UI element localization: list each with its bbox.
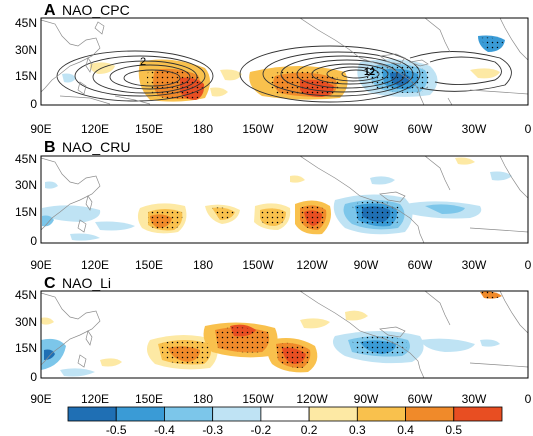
lon-label: 120E — [81, 122, 109, 136]
panel-c-letter: C — [44, 275, 56, 292]
colorbar-swatch — [67, 406, 117, 422]
lon-label: 180 — [193, 258, 213, 272]
lat-label: 15N — [15, 69, 37, 83]
panel-b-lon-labels: 90E 120E 150E 180 150W 120W 90W 60W 30W … — [30, 258, 531, 272]
colorbar-swatch — [115, 406, 165, 422]
colorbar-tick-label: -0.3 — [202, 423, 223, 436]
colorbar-tick-label: 0.5 — [445, 423, 462, 436]
panel-c-lat-labels: 45N 30N 15N 0 — [15, 288, 37, 384]
lon-label: 0 — [525, 122, 532, 136]
lat-label: 0 — [30, 370, 37, 384]
colorbar: -0.5 -0.4 -0.3 -0.2 0.2 0.3 0.4 0.5 — [67, 406, 503, 436]
lon-label: 90E — [30, 258, 51, 272]
colorbar-tick-label: -0.5 — [106, 423, 127, 436]
lon-label: 120W — [296, 392, 328, 406]
lon-label: 150W — [242, 392, 274, 406]
lat-label: 45N — [15, 152, 37, 166]
lon-label: 180 — [193, 392, 213, 406]
panel-c-coastlines — [41, 291, 528, 378]
lat-label: 15N — [15, 205, 37, 219]
panel-a: A NAO_CPC 2 12 45N 30N 15N 0 90E 120E 15… — [15, 2, 532, 136]
panel-c-lon-labels: 90E 120E 150E 180 150W 120W 90W 60W 30W … — [30, 392, 531, 406]
lon-label: 30W — [462, 392, 487, 406]
panel-b-title: NAO_CRU — [62, 139, 130, 155]
lon-label: 90W — [354, 392, 379, 406]
colorbar-swatch — [453, 406, 503, 422]
lat-label: 30N — [15, 178, 37, 192]
lat-label: 0 — [30, 234, 37, 248]
panel-a-lat-labels: 45N 30N 15N 0 — [15, 16, 37, 111]
colorbar-tick-label: -0.4 — [154, 423, 175, 436]
lat-label: 45N — [15, 16, 37, 30]
panel-b-stippling — [148, 201, 402, 231]
colorbar-swatch — [212, 406, 262, 422]
colorbar-swatch — [405, 406, 455, 422]
lon-label: 180 — [193, 122, 213, 136]
lon-label: 60W — [408, 392, 433, 406]
panel-c: C NAO_Li 45N 30N 15N 0 90E 120E 150E 180… — [15, 275, 532, 406]
lon-label: 120W — [296, 258, 328, 272]
lon-label: 150E — [135, 258, 163, 272]
panel-a-letter: A — [44, 2, 56, 19]
lon-label: 150E — [135, 392, 163, 406]
lon-label: 90E — [30, 122, 51, 136]
lon-label: 60W — [408, 258, 433, 272]
lat-label: 0 — [30, 97, 37, 111]
lon-label: 150E — [135, 122, 163, 136]
panel-b-lat-labels: 45N 30N 15N 0 — [15, 152, 37, 248]
lon-label: 120E — [81, 258, 109, 272]
colorbar-tick-label: 0.4 — [397, 423, 414, 436]
colorbar-swatch — [260, 406, 310, 422]
lon-label: 60W — [408, 122, 433, 136]
lon-label: 150W — [242, 122, 274, 136]
lon-label: 90W — [354, 122, 379, 136]
lon-label: 120E — [81, 392, 109, 406]
lat-label: 45N — [15, 288, 37, 302]
panel-c-title: NAO_Li — [62, 275, 111, 291]
lat-label: 30N — [15, 315, 37, 329]
contour-label-2: 2 — [140, 56, 146, 68]
colorbar-swatch — [164, 406, 214, 422]
lon-label: 30W — [462, 258, 487, 272]
lon-label: 30W — [462, 122, 487, 136]
lat-label: 15N — [15, 341, 37, 355]
lon-label: 0 — [525, 258, 532, 272]
lon-label: 150W — [242, 258, 274, 272]
lat-label: 30N — [15, 43, 37, 57]
lon-label: 90E — [30, 392, 51, 406]
colorbar-swatch — [308, 406, 358, 422]
panel-b-letter: B — [44, 139, 56, 156]
colorbar-tick-label: 0.3 — [349, 423, 366, 436]
panel-b: B NAO_CRU 45N 30N 15N 0 90E 120E 150E 18… — [15, 139, 532, 272]
contour-label-12: 12 — [364, 67, 376, 78]
lon-label: 90W — [354, 258, 379, 272]
colorbar-swatch — [356, 406, 406, 422]
panel-b-coastlines — [41, 156, 528, 243]
colorbar-tick-label: -0.2 — [251, 423, 272, 436]
panel-a-title: NAO_CPC — [62, 2, 130, 18]
panel-c-stippling — [160, 291, 502, 368]
panel-a-lon-labels: 90E 120E 150E 180 150W 120W 90W 60W 30W … — [30, 122, 531, 136]
lon-label: 0 — [525, 392, 532, 406]
panel-a-coastlines — [41, 18, 528, 105]
colorbar-tick-label: 0.2 — [301, 423, 318, 436]
lon-label: 120W — [296, 122, 328, 136]
